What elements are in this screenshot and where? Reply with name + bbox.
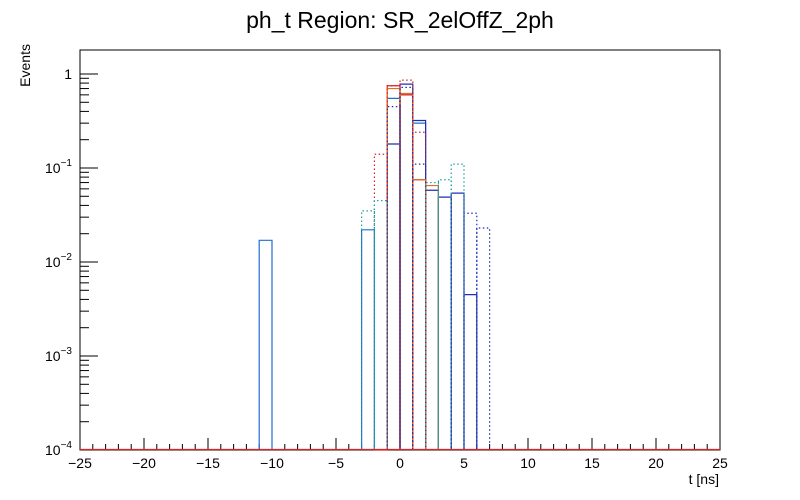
histogram-bin-s1	[463, 293, 478, 450]
histogram-bin-s5	[386, 105, 401, 450]
y-tick-label: 1	[64, 66, 72, 82]
histogram-bin-s5	[399, 86, 414, 450]
histogram-bin-s2	[412, 179, 427, 450]
x-tick-label: 10	[520, 455, 536, 471]
x-tick-label: 0	[396, 455, 404, 471]
x-tick-label: −25	[68, 455, 92, 471]
x-tick-label: −10	[260, 455, 284, 471]
histogram-bin-s6	[437, 179, 452, 450]
axis-ticks: −25 −20 −15 −10 −5 0 5 10 15 20 25110−110−210−310−…	[45, 66, 728, 471]
histogram-bin-s0	[361, 229, 375, 450]
histogram-bin-s1	[437, 196, 452, 450]
y-axis-label: Events	[17, 44, 33, 87]
histogram-bin-s1	[450, 192, 465, 450]
histogram-bin-s5	[463, 212, 478, 450]
histogram-bin-s5	[476, 227, 491, 450]
histogram-bin-s1	[425, 189, 439, 450]
y-tick-label: 10−3	[45, 346, 72, 364]
histogram-bars	[80, 79, 720, 451]
histogram-bin-s3	[399, 92, 414, 450]
x-tick-label: −5	[328, 455, 344, 471]
histogram-bin-s3	[425, 184, 439, 450]
x-tick-label: 15	[584, 455, 600, 471]
y-tick-label: 10−2	[45, 252, 72, 270]
histogram-bin-s1	[399, 83, 414, 450]
histogram-bin-s2	[386, 85, 401, 450]
x-axis-label: t [ns]	[689, 471, 719, 487]
histogram-bin-s3	[386, 87, 401, 450]
histogram-bin-s0	[258, 239, 273, 450]
histogram-bin-s4	[412, 131, 427, 450]
histogram-bin-s0	[386, 97, 401, 450]
chart-title: ph_t Region: SR_2elOffZ_2ph	[246, 7, 554, 33]
x-tick-label: −20	[132, 455, 156, 471]
histogram-bin-s0	[399, 94, 414, 450]
histogram-bin-s6	[450, 163, 465, 450]
histogram-bin-s5	[412, 163, 427, 450]
histogram-bin-s0	[412, 122, 427, 450]
histogram-bin-s1	[386, 143, 401, 450]
histogram-bin-s6	[361, 210, 375, 450]
histogram-bin-s2	[399, 94, 414, 450]
histogram-bin-s1	[412, 119, 427, 450]
histogram-bin-s3	[412, 179, 427, 450]
histogram-bin-s4	[386, 85, 401, 450]
histogram-bin-s6	[425, 181, 439, 450]
x-tick-label: 5	[460, 455, 468, 471]
histogram-bin-s6	[373, 199, 388, 450]
y-tick-label: 10−1	[45, 158, 72, 176]
histogram-bin-s4	[373, 153, 388, 450]
x-tick-label: 25	[712, 455, 728, 471]
histogram-bin-s4	[399, 79, 414, 450]
x-tick-label: −15	[196, 455, 220, 471]
x-tick-label: 20	[648, 455, 664, 471]
